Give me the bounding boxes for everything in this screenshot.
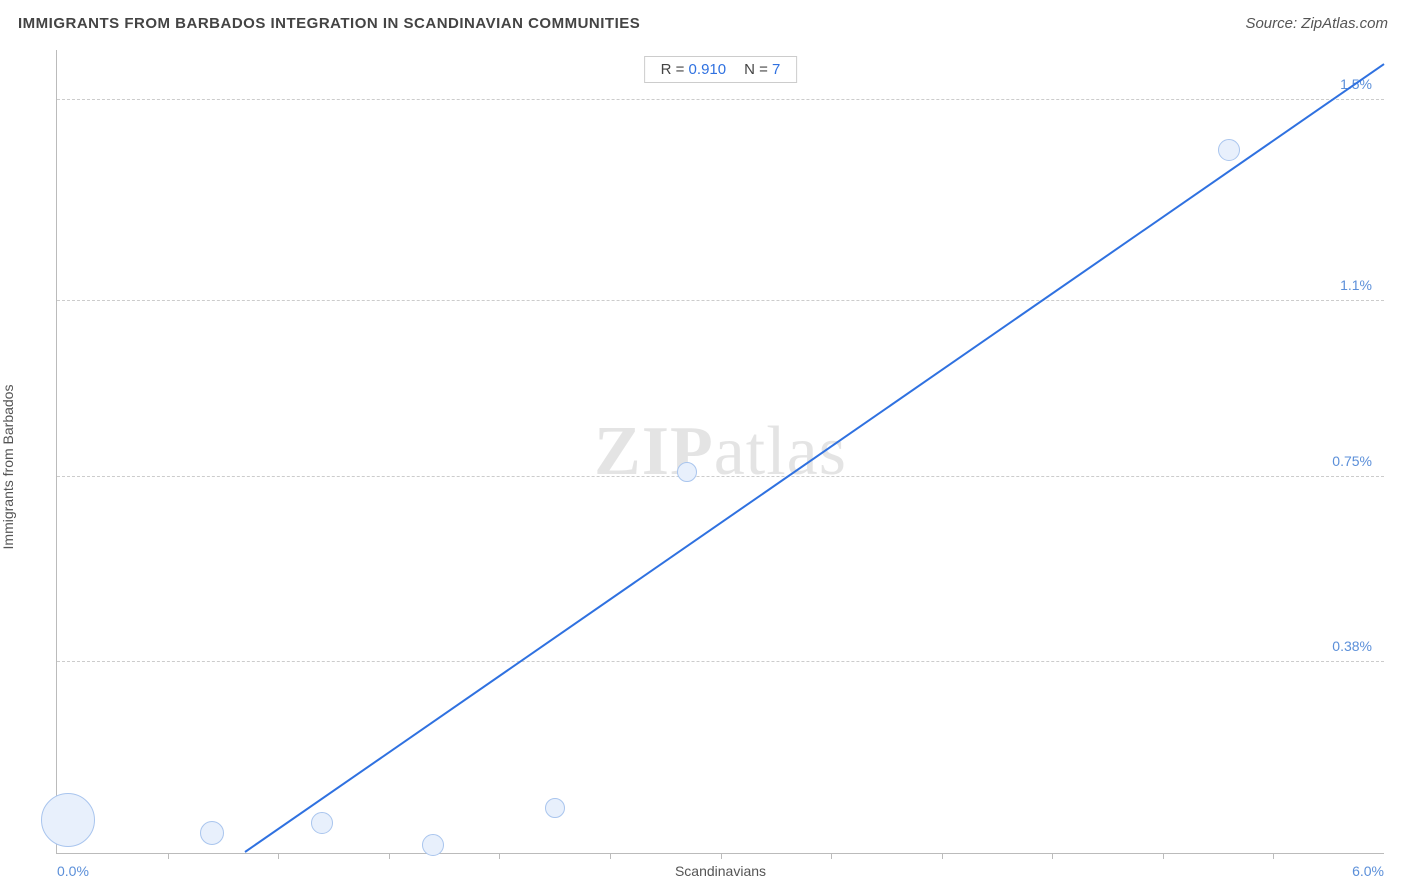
data-point [545,798,565,818]
x-tick [499,853,500,859]
watermark-bold: ZIP [594,413,714,490]
stat-r: R = 0.910 [661,61,726,78]
gridline [57,300,1384,301]
chart-source: Source: ZipAtlas.com [1245,15,1388,32]
x-tick [1052,853,1053,859]
regression-line [244,63,1384,853]
x-tick-end: 6.0% [1352,863,1384,879]
data-point [422,834,444,856]
x-tick [721,853,722,859]
x-tick [1273,853,1274,859]
stats-box: R = 0.910 N = 7 [644,56,798,83]
data-point [677,462,697,482]
gridline [57,661,1384,662]
gridline [57,476,1384,477]
gridline [57,99,1384,100]
watermark-rest: atlas [714,413,847,490]
x-tick [278,853,279,859]
x-tick [942,853,943,859]
x-tick [610,853,611,859]
x-tick [389,853,390,859]
stat-n-value: 7 [772,61,780,78]
chart-area: Immigrants from Barbados ZIPatlas R = 0.… [18,46,1388,888]
data-point [200,821,224,845]
plot-region: ZIPatlas R = 0.910 N = 7 Scandinavians 0… [56,50,1384,854]
x-axis-label: Scandinavians [675,863,766,879]
watermark: ZIPatlas [594,412,847,492]
stat-r-value: 0.910 [689,61,727,78]
data-point [41,793,95,847]
data-point [311,812,333,834]
y-tick-label: 1.1% [1336,277,1376,293]
chart-title: IMMIGRANTS FROM BARBADOS INTEGRATION IN … [18,15,640,32]
x-tick [831,853,832,859]
y-tick-label: 0.75% [1328,453,1376,469]
x-tick [168,853,169,859]
x-tick [1163,853,1164,859]
stat-r-label: R = [661,61,685,78]
chart-header: IMMIGRANTS FROM BARBADOS INTEGRATION IN … [0,0,1406,46]
y-tick-label: 0.38% [1328,638,1376,654]
data-point [1218,139,1240,161]
stat-n: N = 7 [744,61,780,78]
x-tick-start: 0.0% [57,863,89,879]
stat-n-label: N = [744,61,768,78]
y-axis-label: Immigrants from Barbados [0,385,16,550]
